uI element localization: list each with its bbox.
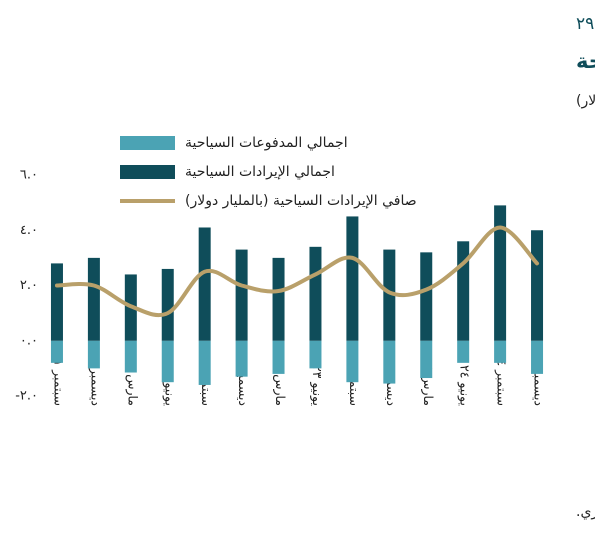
bar [420,340,433,379]
bar [272,340,285,374]
bar [87,340,100,369]
x-tick-label: يونيو ٢٣ [309,365,325,407]
y-tick-label: ٦.٠ [20,168,38,183]
bar [309,246,322,341]
y-tick-label: ٠.٠ [20,333,38,348]
legend-label: اجمالي المدفوعات السياحية [185,135,348,151]
y-tick-label: ٤.٠ [20,223,38,238]
source: المصدر: البنك المركزي المصري. [576,504,595,520]
bar [50,340,63,363]
bar [383,340,396,384]
bar [235,340,248,377]
legend-label: اجمالي الإيرادات السياحية [185,164,335,180]
x-tick-label: يونيو ٢٤ [457,365,473,407]
bar [420,252,433,341]
bar [457,340,470,363]
bar [309,340,322,369]
bar [494,340,507,363]
bar [198,340,211,385]
bar [494,205,507,341]
bar [531,340,544,374]
y-tick-label: -٢.٠ [15,389,38,404]
bar [161,340,174,383]
legend-swatch [120,165,175,179]
bar [235,249,248,341]
legend-swatch [120,136,175,150]
chart-subtitle: (بالمليار دولار) [576,93,595,109]
bar [87,257,100,341]
bar [124,340,137,373]
figure-label: شكل رقم ٢٩ [576,14,595,34]
line [54,225,540,318]
bar [161,268,174,341]
bar [346,340,359,383]
bar [457,241,470,341]
bar [531,230,544,341]
chart-title: إيرادات ومدفوعات السياحة [576,49,595,73]
x-tick-label: سبتمبر ٢١ [50,353,66,406]
legend-label: صافي الإيرادات السياحية (بالمليار دولار) [185,193,417,209]
bar [50,263,63,341]
bar [198,227,211,341]
bar [346,216,359,341]
y-tick-label: ٢.٠ [20,278,38,293]
bar [272,257,285,341]
x-tick-label: سبتمبر ٢٤ [494,353,510,406]
bar [383,249,396,341]
